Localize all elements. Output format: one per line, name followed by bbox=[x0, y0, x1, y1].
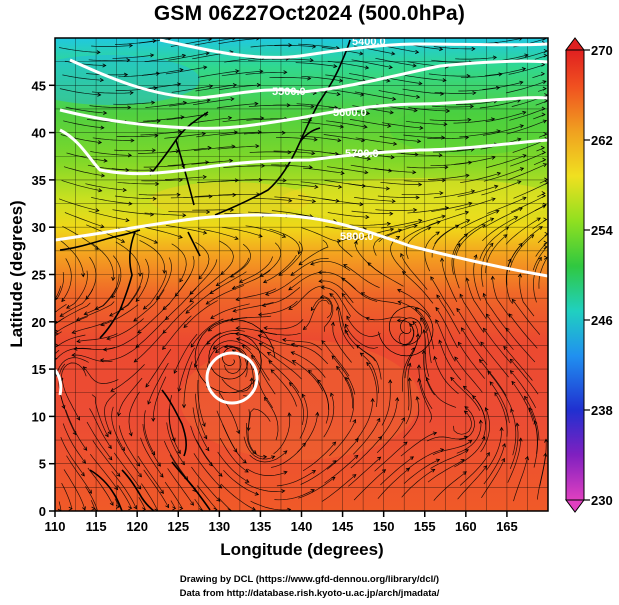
colorbar-min-arrow bbox=[565, 499, 585, 513]
y-axis-ticks: 0 5 10 15 20 25 30 35 40 45 bbox=[32, 78, 55, 519]
y-tick-label: 30 bbox=[32, 220, 46, 235]
y-tick-label: 5 bbox=[39, 457, 46, 472]
y-tick-label: 15 bbox=[32, 362, 46, 377]
colorbar-tick-label: 270 bbox=[591, 43, 613, 58]
y-tick-label: 10 bbox=[32, 409, 46, 424]
geopotential-contours bbox=[55, 38, 548, 405]
colorbar-max-arrow bbox=[565, 37, 585, 51]
x-tick-label: 155 bbox=[414, 519, 436, 534]
wind-streamlines bbox=[55, 38, 548, 511]
y-tick-label: 40 bbox=[32, 126, 46, 141]
contour-label-5800: 5800.0 bbox=[340, 231, 374, 243]
x-tick-label: 150 bbox=[373, 519, 395, 534]
credit-drawing: Drawing by DCL (https://www.gfd-dennou.o… bbox=[179, 574, 440, 585]
contour-label-5600: 5600.0 bbox=[333, 107, 367, 119]
y-tick-label: 35 bbox=[32, 173, 46, 188]
x-tick-label: 165 bbox=[496, 519, 518, 534]
y-tick-label: 0 bbox=[39, 504, 46, 519]
colorbar-tick-label: 246 bbox=[591, 313, 613, 328]
colorbar-tick-label: 254 bbox=[591, 223, 613, 238]
x-axis-label: Longitude (degrees) bbox=[220, 540, 383, 559]
colorbar-tick-label: 230 bbox=[591, 493, 613, 508]
x-tick-label: 110 bbox=[45, 519, 66, 534]
x-tick-label: 130 bbox=[208, 519, 230, 534]
colorbar: 230 238 246 254 262 270 bbox=[565, 37, 613, 513]
y-tick-label: 20 bbox=[32, 315, 46, 330]
x-tick-label: 160 bbox=[455, 519, 477, 534]
y-tick-label: 45 bbox=[32, 78, 46, 93]
chart-title: GSM 06Z27Oct2024 (500.0hPa) bbox=[153, 2, 466, 25]
x-tick-label: 115 bbox=[86, 519, 107, 534]
credit-data: Data from http://database.rish.kyoto-u.a… bbox=[179, 588, 440, 599]
x-tick-label: 120 bbox=[126, 519, 148, 534]
x-tick-label: 125 bbox=[167, 519, 189, 534]
contour-label-5700: 5700.0 bbox=[345, 148, 379, 160]
contour-label-5500: 5500.0 bbox=[272, 86, 306, 98]
x-axis-ticks: 110 115 120 125 130 135 140 145 150 155 160 165 bbox=[45, 511, 518, 534]
x-tick-label: 140 bbox=[291, 519, 313, 534]
colorbar-tick-label: 262 bbox=[591, 133, 613, 148]
y-tick-label: 25 bbox=[32, 268, 46, 283]
x-tick-label: 135 bbox=[250, 519, 272, 534]
y-axis-label: Latitude (degrees) bbox=[7, 200, 26, 347]
contour-label-5400: 5400.0 bbox=[352, 36, 386, 48]
x-tick-label: 145 bbox=[332, 519, 354, 534]
colorbar-tick-label: 238 bbox=[591, 403, 613, 418]
